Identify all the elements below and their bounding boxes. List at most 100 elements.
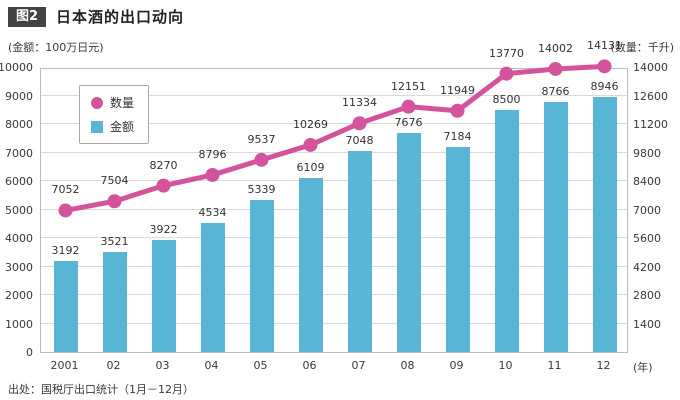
quantity-line — [58, 59, 612, 218]
source-note: 出处：国税厅出口统计（1月－12月） — [8, 383, 194, 396]
line-point-marker — [58, 203, 73, 218]
line-point-marker — [156, 178, 171, 193]
gridline — [41, 208, 627, 210]
bar — [249, 199, 274, 352]
line-value-label: 8270 — [149, 158, 178, 172]
x-axis-tick: 04 — [204, 359, 219, 372]
bar — [396, 133, 421, 352]
left-axis-tick: 9000 — [5, 89, 33, 103]
bar-value-label: 3521 — [100, 234, 129, 248]
legend-label: 数量 — [110, 96, 135, 110]
left-axis-tick: 2000 — [5, 289, 33, 302]
line-value-label: 13770 — [489, 46, 524, 60]
bar — [494, 109, 519, 352]
left-axis-tick: 3000 — [5, 260, 33, 274]
line-value-label: 11949 — [440, 83, 475, 97]
line-point-marker — [352, 116, 367, 131]
gridline — [41, 180, 627, 181]
line-value-label: 14002 — [538, 41, 573, 55]
bar — [53, 261, 78, 352]
gridline — [41, 322, 627, 324]
figure-badge: 图2 — [8, 6, 47, 27]
bar-value-label: 4534 — [198, 205, 227, 219]
line-path — [65, 63, 605, 213]
x-axis-tick: 06 — [302, 359, 317, 372]
right-axis-tick: 14000 — [633, 61, 668, 74]
bar-value-label: 3922 — [149, 223, 178, 237]
legend-circle-marker-icon — [91, 96, 103, 109]
bar-value-label: 5339 — [247, 182, 276, 196]
line-value-label: 12151 — [391, 79, 426, 93]
legend-square-marker-icon — [91, 120, 103, 133]
bar — [445, 147, 470, 352]
bar — [102, 251, 127, 352]
line-point-marker — [597, 59, 612, 74]
line-value-label: 11334 — [342, 96, 377, 110]
line-value-label: 14131 — [587, 39, 622, 53]
line-value-label: 7052 — [51, 183, 80, 197]
left-axis-tick: 0 — [26, 346, 33, 359]
figure-title: 日本酒的出口动向 — [56, 8, 185, 26]
line-point-marker — [205, 167, 220, 182]
bar-value-label: 3192 — [51, 244, 80, 258]
line-point-marker — [548, 61, 563, 76]
right-axis-tick: 5600 — [633, 232, 661, 245]
right-axis-tick: 8400 — [633, 175, 661, 188]
left-axis-tick: 4000 — [5, 232, 33, 245]
x-axis-tick: 11 — [547, 359, 562, 372]
left-axis-tick: 10000 — [0, 61, 33, 74]
bar-value-label: 8500 — [492, 92, 521, 106]
right-axis-tick: 7000 — [633, 203, 661, 217]
right-axis-tick: 12600 — [633, 89, 668, 103]
line-point-marker — [303, 137, 318, 152]
legend-item-1: 金额 — [91, 118, 134, 135]
line-point-marker — [401, 99, 416, 114]
left-axis-tick: 8000 — [5, 118, 33, 131]
bar — [151, 240, 176, 352]
bar-value-label: 8946 — [590, 80, 619, 94]
left-axis-tick: 7000 — [5, 146, 33, 160]
x-axis-tick: 10 — [498, 359, 513, 372]
plot-area: 数量 金额 3192 3521 3922 4534 5339 6109 7048 7676 718… — [40, 39, 628, 353]
bar — [347, 151, 372, 352]
bar-value-label: 8766 — [541, 85, 570, 99]
bar — [543, 102, 568, 352]
figure-header: 图2 日本酒的出口动向 — [8, 6, 184, 27]
line-point-marker — [254, 152, 269, 167]
right-axis: 1400 2800 4200 5600 7000 8400 9800 11200 12600 14… — [630, 62, 678, 353]
x-axis-tick: 05 — [253, 359, 268, 372]
left-axis-unit-label: (金额：100万日元) — [8, 41, 104, 54]
legend: 数量 金额 — [79, 85, 150, 144]
x-axis-tick: 02 — [106, 359, 121, 372]
left-axis-tick: 6000 — [5, 175, 33, 188]
x-axis-unit-label: (年) — [633, 361, 653, 374]
right-axis-tick: 11200 — [633, 118, 668, 131]
right-axis-tick: 4200 — [633, 260, 661, 274]
gridline — [41, 237, 627, 238]
right-axis-unit-label: (数量：千升) — [610, 41, 674, 54]
bar — [200, 222, 225, 352]
left-axis: 0 1000 2000 3000 4000 5000 6000 7000 8000 9000 100… — [0, 62, 36, 359]
line-point-marker — [450, 103, 465, 118]
x-axis-tick: 08 — [400, 359, 415, 372]
line-value-label: 10269 — [293, 117, 328, 131]
left-axis-tick: 5000 — [5, 203, 33, 217]
line-value-label: 7504 — [100, 174, 129, 188]
x-axis-tick: 09 — [449, 359, 464, 372]
legend-label: 金额 — [110, 120, 135, 134]
bar — [592, 97, 617, 352]
x-axis-tick: 07 — [351, 359, 366, 372]
bar-value-label: 7048 — [345, 134, 374, 148]
x-axis-tick: 12 — [596, 359, 611, 372]
gridline — [41, 123, 627, 124]
gridline — [41, 294, 627, 295]
line-value-label: 9537 — [247, 132, 276, 146]
bar-value-label: 7184 — [443, 130, 472, 144]
line-point-marker — [499, 66, 514, 81]
gridline — [41, 151, 627, 153]
left-axis-tick: 1000 — [5, 317, 33, 331]
legend-item-0: 数量 — [91, 94, 134, 111]
bar-value-label: 6109 — [296, 160, 325, 174]
x-axis-tick: 2001 — [50, 359, 79, 372]
